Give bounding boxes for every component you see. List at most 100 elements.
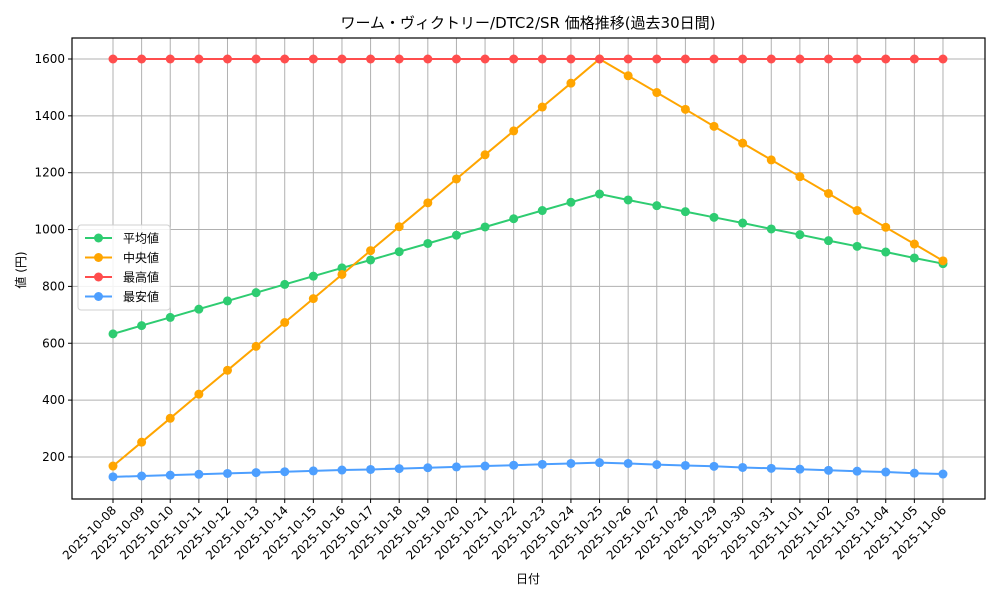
data-point: [566, 197, 576, 207]
legend-box: [77, 224, 171, 311]
series-line: [112, 461, 944, 478]
legend-label: 中央値: [123, 250, 159, 265]
data-point: [366, 246, 376, 256]
data-point: [537, 54, 547, 64]
data-point: [595, 458, 605, 468]
data-point: [394, 222, 404, 232]
y-tick-label: 1600: [34, 52, 65, 66]
data-point: [537, 102, 547, 112]
data-point: [509, 214, 519, 224]
data-point: [852, 241, 862, 251]
data-point: [251, 288, 261, 298]
y-axis-label: 値 (円): [13, 251, 28, 288]
data-point: [652, 460, 662, 470]
data-point: [623, 54, 633, 64]
data-point: [222, 365, 232, 375]
data-point: [251, 54, 261, 64]
data-point: [251, 468, 261, 478]
data-point: [394, 54, 404, 64]
data-point: [165, 470, 175, 480]
data-point: [766, 54, 776, 64]
data-point: [194, 54, 204, 64]
y-tick-label: 1200: [34, 166, 65, 180]
legend-marker-icon: [94, 292, 103, 301]
data-point: [738, 218, 748, 228]
data-point: [423, 238, 433, 248]
data-point: [451, 174, 461, 184]
data-point: [222, 54, 232, 64]
series-0: [108, 189, 948, 339]
legend-label: 最安値: [123, 289, 159, 304]
y-tick-label: 400: [42, 393, 65, 407]
y-tick-label: 600: [42, 336, 65, 350]
data-point: [709, 54, 719, 64]
data-point: [394, 247, 404, 257]
data-point: [280, 318, 290, 328]
data-point: [680, 460, 690, 470]
data-point: [938, 469, 948, 479]
data-point: [366, 464, 376, 474]
data-point: [251, 341, 261, 351]
data-point: [909, 54, 919, 64]
data-point: [881, 222, 891, 232]
series-line: [112, 192, 944, 335]
data-point: [537, 206, 547, 216]
data-point: [938, 54, 948, 64]
data-point: [222, 296, 232, 306]
data-point: [194, 389, 204, 399]
data-point: [738, 54, 748, 64]
data-point: [308, 54, 318, 64]
data-point: [194, 469, 204, 479]
data-point: [652, 54, 662, 64]
data-point: [652, 88, 662, 98]
data-point: [451, 54, 461, 64]
legend-label: 最高値: [123, 270, 159, 285]
data-point: [680, 207, 690, 217]
data-point: [308, 294, 318, 304]
y-tick-label: 200: [42, 450, 65, 464]
data-point: [108, 461, 118, 471]
data-point: [280, 54, 290, 64]
data-point: [652, 201, 662, 211]
data-point: [451, 462, 461, 472]
data-point: [165, 312, 175, 322]
data-point: [766, 463, 776, 473]
data-point: [852, 54, 862, 64]
data-point: [566, 458, 576, 468]
data-point: [738, 138, 748, 148]
data-point: [165, 413, 175, 423]
y-tick-label: 1000: [34, 223, 65, 237]
data-point: [795, 230, 805, 240]
data-point: [423, 198, 433, 208]
legend-label: 平均値: [123, 231, 159, 246]
data-point: [566, 78, 576, 88]
data-point: [108, 54, 118, 64]
data-point: [337, 263, 347, 273]
series-2: [108, 54, 948, 64]
series-1: [108, 54, 948, 471]
series-line: [112, 57, 944, 467]
data-point: [881, 247, 891, 257]
data-point: [623, 195, 633, 205]
data-point: [137, 437, 147, 447]
data-point: [938, 256, 948, 266]
data-point: [280, 279, 290, 289]
data-point: [366, 255, 376, 265]
data-point: [881, 467, 891, 477]
data-series: [108, 54, 948, 482]
grid-lines: [72, 38, 985, 499]
legend-marker-icon: [94, 272, 103, 282]
data-point: [795, 54, 805, 64]
data-point: [824, 54, 833, 64]
data-point: [108, 329, 118, 339]
data-point: [766, 224, 776, 234]
data-point: [824, 188, 833, 198]
data-point: [824, 465, 833, 475]
data-point: [509, 54, 519, 64]
data-point: [795, 172, 805, 182]
data-point: [222, 468, 232, 478]
data-point: [709, 121, 719, 131]
plot-frame: [71, 37, 986, 500]
data-point: [595, 189, 605, 199]
